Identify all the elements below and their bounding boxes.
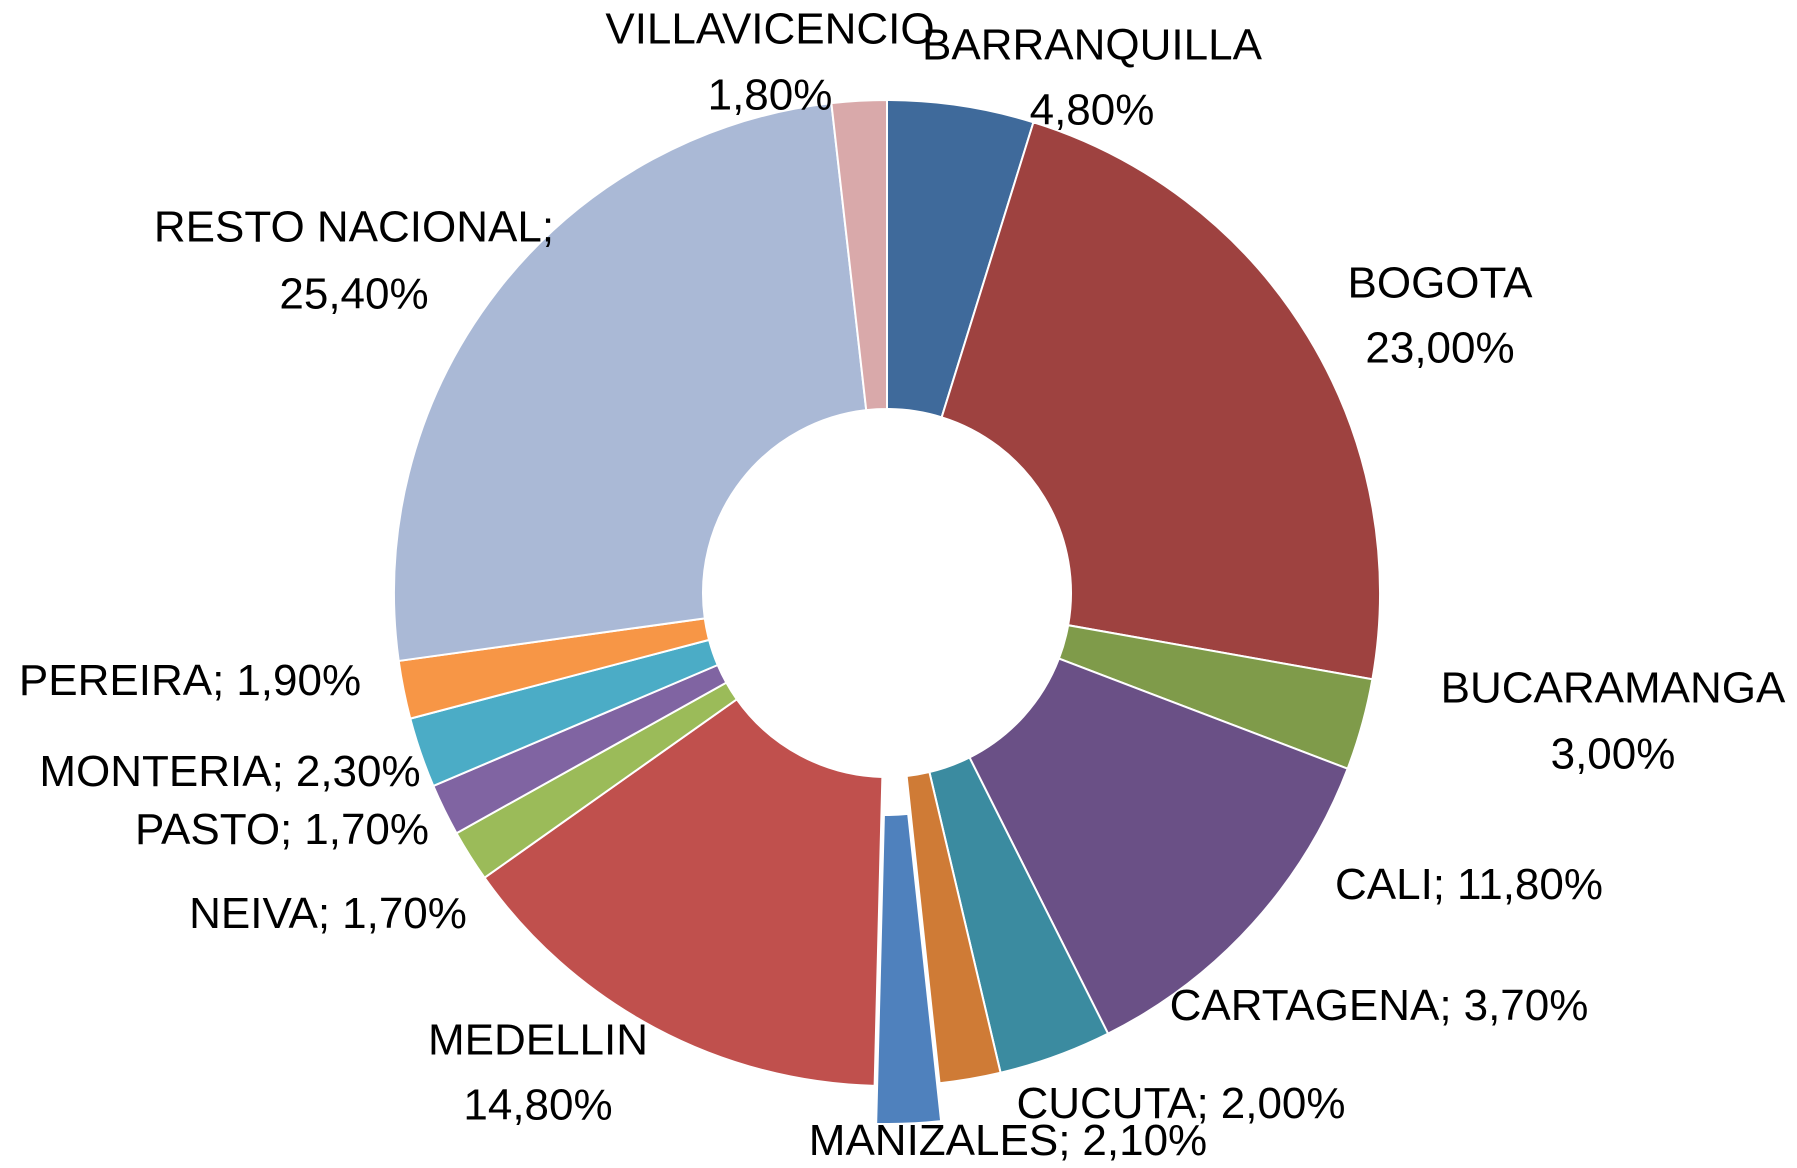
value-label: 1,90% (236, 656, 361, 705)
donut-slice (940, 120, 1381, 681)
value-label: 23,00% (1365, 324, 1514, 373)
slice-name: CALI; (1335, 860, 1445, 909)
donut-slice (968, 657, 1349, 1036)
slice-label: CALI; 11,80% (1335, 860, 1603, 909)
slice-name: NEIVA; (189, 889, 330, 938)
slice-label: CUCUTA; 2,00% (1016, 1079, 1345, 1128)
value-label: 2,30% (296, 747, 421, 796)
donut-slice (483, 697, 884, 1087)
value-label: 2,10% (1082, 1116, 1207, 1165)
donut-slice (905, 770, 1002, 1085)
value-label: 1,80% (708, 71, 833, 120)
value-label: 25,40% (279, 270, 428, 319)
slice-label: PASTO; 1,70% (135, 805, 429, 854)
slice-name: PEREIRA; (19, 656, 224, 705)
slice-name: PASTO; (135, 805, 292, 854)
slice-label: MEDELLIN (428, 1016, 648, 1065)
slice-name: CARTAGENA; (1170, 981, 1452, 1030)
value-label: 14,80% (463, 1081, 612, 1130)
value-label: 3,00% (1551, 730, 1676, 779)
value-label: 11,80% (1457, 860, 1603, 909)
slice-label: NEIVA; 1,70% (189, 889, 467, 938)
donut-slice (830, 98, 888, 412)
donut-slice (393, 102, 868, 663)
slice-label: BUCARAMANGA (1441, 664, 1786, 713)
slice-label: MANIZALES; 2,10% (809, 1116, 1207, 1165)
slice-label: RESTO NACIONAL; (154, 203, 554, 252)
slice-label: PEREIRA; 1,90% (19, 656, 361, 705)
value-label: 1,70% (304, 805, 429, 854)
slice-label: BOGOTA (1348, 259, 1534, 308)
slice-label: MONTERIA; 2,30% (39, 747, 420, 796)
slices (393, 98, 1381, 1125)
slice-label: VILLAVICENCIO (605, 5, 934, 54)
slice-label: CARTAGENA; 3,70% (1170, 981, 1589, 1030)
slice-label: BARRANQUILLA (922, 21, 1263, 70)
value-label: 2,00% (1221, 1079, 1346, 1128)
value-label: 1,70% (342, 889, 467, 938)
value-label: 4,80% (1030, 86, 1155, 135)
value-label: 3,70% (1464, 981, 1589, 1030)
slice-name: MONTERIA; (39, 747, 283, 796)
donut-slice (875, 812, 943, 1125)
slice-name: CUCUTA; (1016, 1079, 1208, 1128)
slice-name: MANIZALES; (809, 1116, 1071, 1165)
